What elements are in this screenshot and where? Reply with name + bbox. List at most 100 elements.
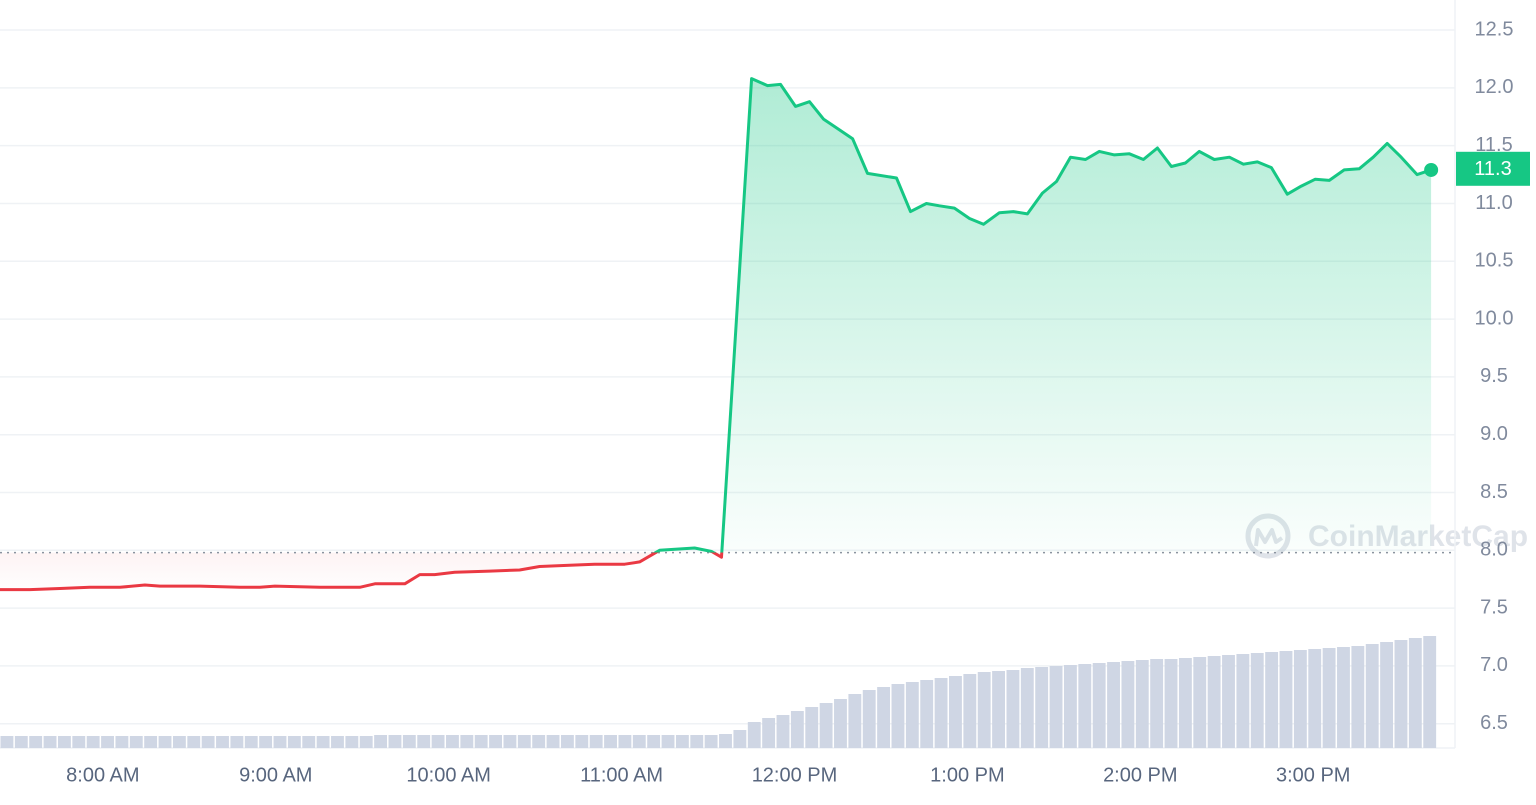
volume-bar bbox=[1322, 648, 1336, 748]
volume-bar bbox=[848, 694, 862, 748]
volume-bar bbox=[977, 672, 991, 748]
volume-bar bbox=[1423, 636, 1437, 748]
volume-bar bbox=[1265, 652, 1279, 748]
volume-bar bbox=[560, 735, 574, 748]
volume-bar bbox=[43, 736, 57, 748]
y-tick-label: 11.0 bbox=[1475, 192, 1512, 214]
x-tick-label: 11:00 AM bbox=[580, 764, 663, 786]
volume-bar bbox=[790, 711, 804, 748]
volume-bar bbox=[1135, 660, 1149, 748]
volume-bar bbox=[647, 735, 661, 748]
volume-bar bbox=[992, 671, 1005, 748]
volume-bar bbox=[747, 722, 761, 748]
volume-bar bbox=[1380, 642, 1394, 748]
x-tick-label: 1:00 PM bbox=[930, 764, 1004, 786]
x-tick-label: 8:00 AM bbox=[66, 764, 139, 786]
volume-bar bbox=[1092, 663, 1106, 748]
volume-bar bbox=[934, 678, 948, 748]
y-tick-label: 7.0 bbox=[1480, 654, 1508, 676]
volume-bar bbox=[201, 736, 215, 748]
volume-bar bbox=[1178, 658, 1192, 748]
volume-bar bbox=[302, 736, 316, 748]
volume-bar bbox=[546, 735, 560, 748]
volume-bar bbox=[388, 735, 402, 748]
volume-bar bbox=[72, 736, 86, 748]
volume-bar bbox=[503, 735, 517, 748]
volume-bar bbox=[101, 736, 114, 748]
volume-bar bbox=[129, 736, 143, 748]
volume-bar bbox=[1365, 644, 1379, 748]
last-point bbox=[1424, 162, 1439, 177]
volume-bar bbox=[1250, 653, 1264, 748]
volume-bar bbox=[287, 736, 301, 748]
volume-bar bbox=[230, 736, 244, 748]
volume-bar bbox=[374, 735, 388, 748]
volume-bar bbox=[949, 676, 962, 748]
volume-bar bbox=[1049, 666, 1063, 748]
y-tick-label: 10.5 bbox=[1475, 250, 1514, 272]
x-tick-label: 3:00 PM bbox=[1276, 764, 1350, 786]
volume-bar bbox=[316, 736, 330, 748]
volume-bar bbox=[762, 718, 776, 748]
volume-bar bbox=[1193, 657, 1207, 748]
y-tick-label: 9.5 bbox=[1480, 365, 1508, 387]
volume-bar bbox=[1308, 649, 1322, 748]
volume-bar bbox=[618, 735, 632, 748]
volume-bar bbox=[331, 736, 344, 748]
volume-bar bbox=[1063, 665, 1077, 748]
volume-bar bbox=[244, 736, 258, 748]
volume-bar bbox=[187, 736, 201, 748]
x-tick-label: 2:00 PM bbox=[1103, 764, 1177, 786]
volume-bar bbox=[1293, 650, 1307, 748]
price-line bbox=[0, 77, 1432, 592]
volume-bar bbox=[1020, 668, 1034, 748]
volume-bar bbox=[1078, 664, 1092, 748]
volume-bar bbox=[417, 735, 431, 748]
volume-bar bbox=[517, 735, 531, 748]
volume-bar bbox=[819, 703, 833, 748]
volume-bar bbox=[575, 735, 589, 748]
volume-bar bbox=[0, 736, 14, 748]
price-tag bbox=[1456, 151, 1530, 186]
volume-bar bbox=[963, 674, 977, 748]
volume-bar bbox=[1164, 659, 1178, 748]
volume-bar bbox=[719, 734, 732, 748]
area bbox=[0, 78, 1432, 590]
volume-bar bbox=[589, 735, 603, 748]
y-tick-label: 7.5 bbox=[1480, 596, 1508, 618]
volume-bar bbox=[359, 736, 373, 748]
volume-bar bbox=[29, 736, 43, 748]
volume-bar bbox=[632, 735, 646, 748]
volume-bar bbox=[86, 736, 100, 748]
volume-bar bbox=[661, 735, 675, 748]
x-tick-label: 10:00 AM bbox=[406, 764, 491, 786]
volume-bar bbox=[1035, 667, 1049, 748]
volume-bar bbox=[690, 735, 704, 748]
volume-bar bbox=[1150, 659, 1164, 748]
volume-bar bbox=[1107, 662, 1120, 748]
volume-bar bbox=[604, 735, 617, 748]
volume-bar bbox=[115, 736, 129, 748]
y-tick-label: 10.0 bbox=[1475, 307, 1514, 329]
volume-bar bbox=[259, 736, 273, 748]
volume-bar bbox=[862, 690, 876, 748]
volume-bar bbox=[1236, 654, 1250, 748]
x-tick-label: 9:00 AM bbox=[239, 764, 312, 786]
volume-bar bbox=[1351, 646, 1365, 748]
volume-bar bbox=[532, 735, 546, 748]
volume-bar bbox=[1121, 661, 1135, 748]
y-tick-label: 12.5 bbox=[1475, 18, 1514, 40]
volume-bar bbox=[905, 682, 919, 748]
volume-bar bbox=[273, 736, 287, 748]
volume-bar bbox=[776, 715, 790, 748]
volume-bar bbox=[460, 735, 474, 748]
volume-bar bbox=[431, 735, 445, 748]
volume-bar bbox=[402, 735, 416, 748]
volume-bar bbox=[1337, 647, 1350, 748]
volume-bar bbox=[345, 736, 359, 748]
volume-bar bbox=[1394, 640, 1408, 748]
volume-bar bbox=[172, 736, 186, 748]
y-tick-label: 11.5 bbox=[1475, 134, 1512, 156]
price-tag-label: 11.3 bbox=[1474, 158, 1511, 180]
